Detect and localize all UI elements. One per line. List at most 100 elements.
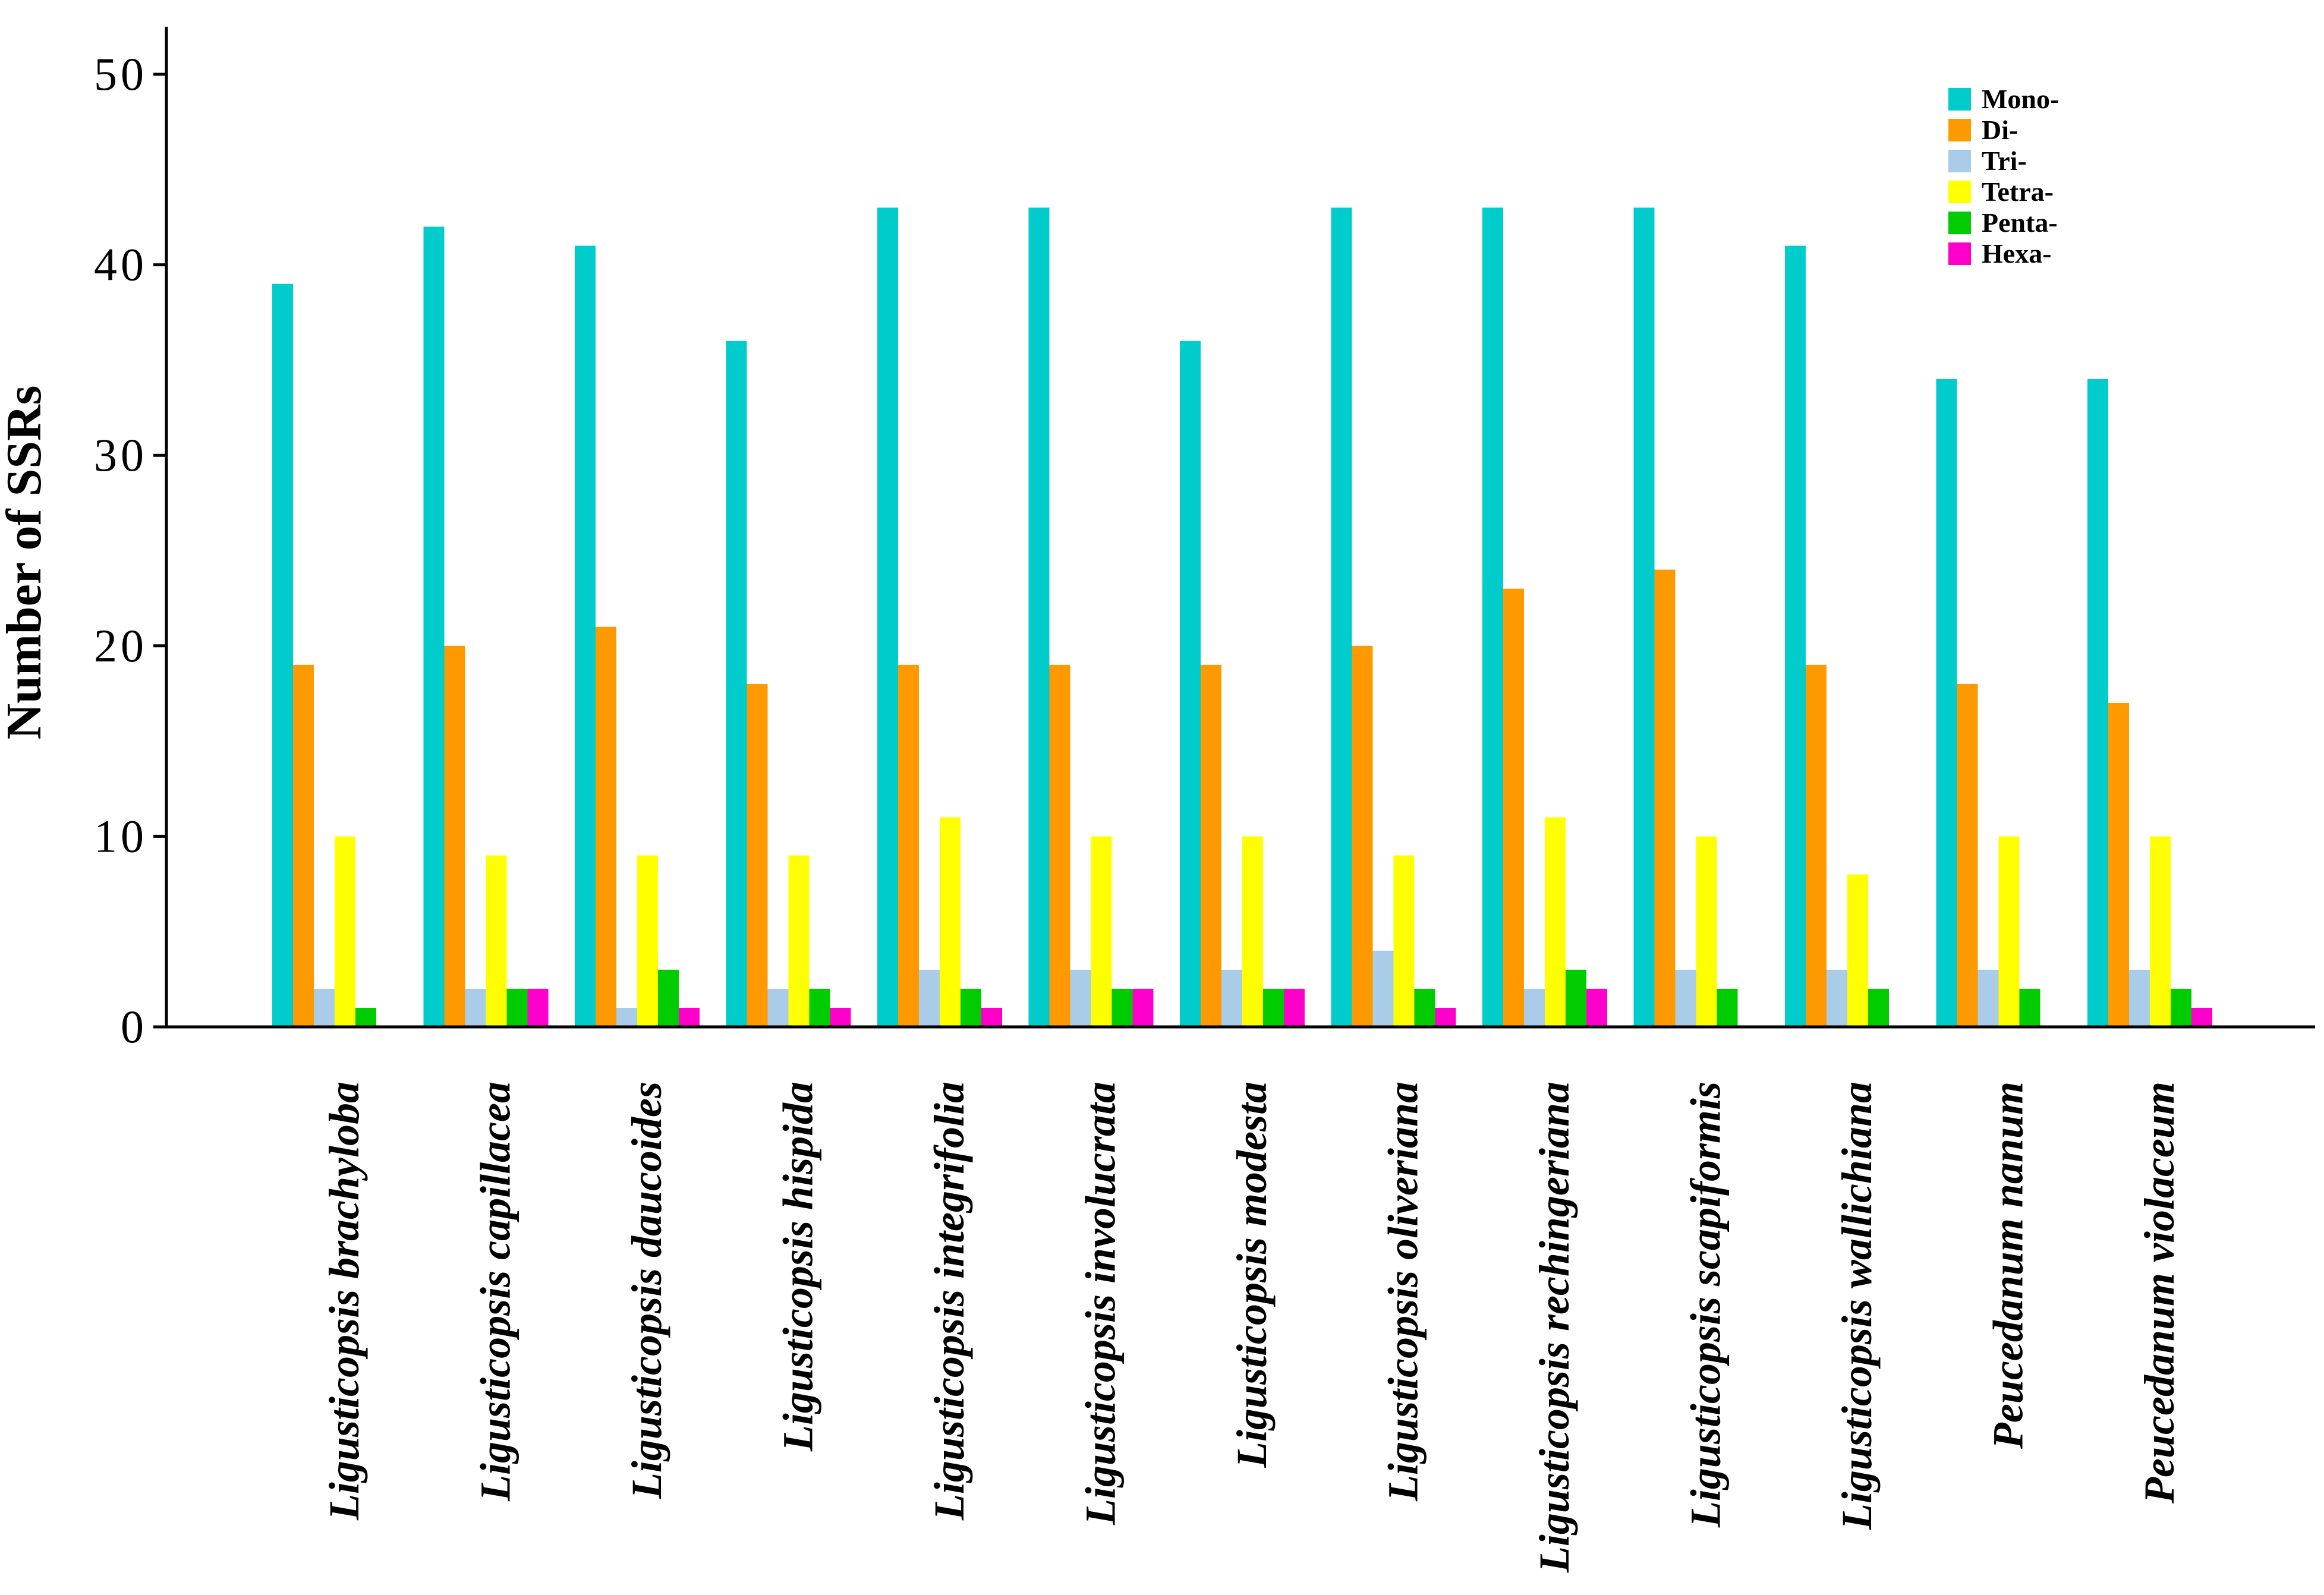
bar-mono-7 [1331,207,1352,1027]
bar-penta-11 [2019,988,2040,1027]
bar-penta-9 [1717,988,1738,1027]
bar-tri-5 [1070,969,1091,1027]
bar-tetra-5 [1091,836,1112,1027]
y-tick-label: 20 [94,620,147,672]
bar-mono-10 [1785,245,1806,1027]
y-tick-label: 50 [94,48,147,100]
bar-tetra-2 [637,855,658,1027]
bar-hexa-7 [1435,1007,1456,1027]
x-category-label: Ligusticopsis hispida [774,1082,822,1452]
legend-swatch [1948,88,1971,111]
y-tick-label: 0 [121,1001,147,1052]
bar-di-8 [1503,588,1524,1027]
bar-penta-2 [658,969,679,1027]
bar-mono-5 [1028,207,1050,1027]
bar-penta-0 [355,1007,376,1027]
legend-swatch [1948,212,1971,234]
bar-mono-3 [726,341,747,1027]
x-category-label: Ligusticopsis daucoides [623,1082,670,1499]
bar-di-1 [444,645,465,1027]
bar-tri-0 [314,988,335,1027]
bar-tetra-4 [940,817,961,1027]
bar-di-4 [898,664,919,1027]
bar-penta-8 [1566,969,1586,1027]
bar-mono-0 [272,283,293,1027]
bar-tetra-0 [335,836,355,1027]
bar-mono-8 [1482,207,1503,1027]
legend-label: Tri- [1982,146,2027,176]
bar-tri-8 [1524,988,1545,1027]
bar-hexa-8 [1586,988,1607,1027]
x-category-label: Ligusticopsis involucrata [1077,1082,1125,1525]
bar-hexa-5 [1132,988,1154,1027]
bar-mono-6 [1180,341,1201,1027]
legend: Mono-Di-Tri-Tetra-Penta-Hexa- [1948,84,2059,269]
legend-swatch [1948,119,1971,141]
bar-tetra-12 [2150,836,2171,1027]
x-category-label: Ligusticopsis modesta [1228,1082,1276,1468]
bar-penta-6 [1263,988,1284,1027]
bar-penta-12 [2171,988,2191,1027]
y-tick-label: 30 [94,429,147,481]
y-ticks-layer: 0 10 20 30 40 50 [94,48,166,1052]
bar-tri-11 [1977,969,1999,1027]
bar-hexa-4 [981,1007,1002,1027]
bar-tri-1 [465,988,486,1027]
bar-tri-2 [616,1007,637,1027]
bar-di-7 [1352,645,1373,1027]
bar-hexa-3 [830,1007,851,1027]
bar-tri-3 [767,988,789,1027]
legend-swatch [1948,181,1971,203]
bar-tetra-3 [788,855,810,1027]
bar-di-0 [293,664,314,1027]
bar-di-10 [1806,664,1827,1027]
x-category-label: Ligusticopsis capillacea [472,1082,519,1502]
x-category-label: Ligusticopsis brachyloba [320,1082,368,1521]
axes-layer [165,27,2315,1029]
bar-di-11 [1957,683,1978,1027]
bar-tetra-10 [1847,874,1868,1027]
bar-di-3 [747,683,768,1027]
legend-label: Tetra- [1982,176,2054,207]
legend-label: Di- [1982,115,2018,145]
x-category-label: Ligusticopsis integrifolia [925,1082,973,1521]
x-category-label: Ligusticopsis rechingeriana [1531,1082,1578,1573]
bar-hexa-1 [527,988,549,1027]
x-category-label: Ligusticopsis scapiformis [1682,1082,1730,1528]
x-category-labels: Ligusticopsis brachyloba Ligusticopsis ca… [320,1082,2183,1573]
y-axis-title: Number of SSRs [0,386,52,740]
legend-label: Mono- [1982,84,2059,114]
bar-tetra-11 [1998,836,2020,1027]
bar-hexa-12 [2191,1007,2212,1027]
bar-hexa-6 [1284,988,1305,1027]
bar-mono-1 [423,226,445,1027]
bar-di-6 [1201,664,1221,1027]
bar-penta-1 [506,988,528,1027]
bar-penta-3 [809,988,830,1027]
legend-swatch [1948,150,1971,172]
bar-tri-6 [1221,969,1242,1027]
legend-swatch [1948,242,1971,265]
bar-di-5 [1049,664,1070,1027]
bar-penta-5 [1111,988,1133,1027]
x-category-label: Peucedanum nanum [1985,1082,2032,1449]
y-tick-label: 40 [94,239,147,291]
bar-mono-2 [575,245,596,1027]
legend-label: Hexa- [1982,238,2052,269]
bars-layer [272,207,2212,1027]
bar-tri-12 [2129,969,2150,1027]
bar-hexa-2 [679,1007,700,1027]
bar-tri-4 [919,969,940,1027]
bar-tetra-6 [1242,836,1263,1027]
bar-mono-12 [2087,379,2108,1027]
bar-mono-9 [1633,207,1655,1027]
bar-di-9 [1654,569,1676,1027]
bar-mono-11 [1936,379,1957,1027]
bar-di-12 [2108,702,2129,1027]
bar-di-2 [596,626,616,1027]
x-category-label: Ligusticopsis oliveriana [1380,1082,1427,1502]
bar-tri-7 [1372,950,1394,1027]
x-category-label: Ligusticopsis wallichiana [1833,1082,1881,1530]
